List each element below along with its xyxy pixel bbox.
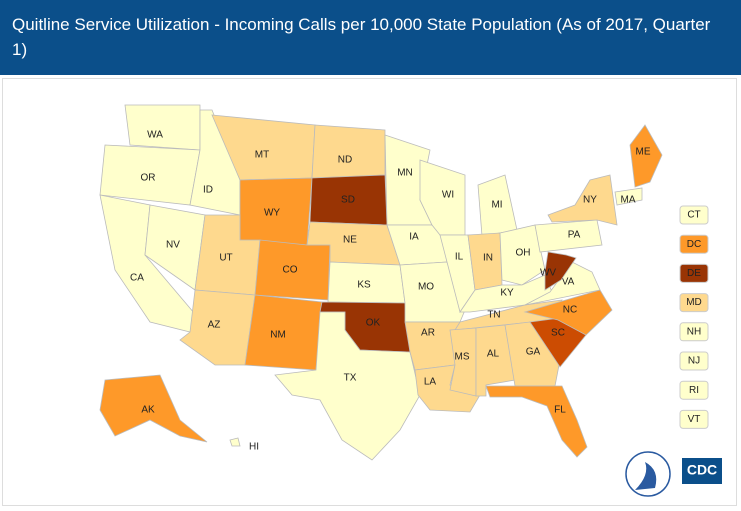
state-label: NE xyxy=(343,235,357,246)
state-label: KS xyxy=(357,280,371,291)
state-label: UT xyxy=(219,253,232,264)
state-label: AR xyxy=(421,328,435,339)
state-label: AL xyxy=(487,349,500,360)
small-state-label: MD xyxy=(686,297,702,308)
small-state-box xyxy=(679,234,709,254)
small-state-label: VT xyxy=(688,414,701,425)
state-label: TN xyxy=(487,310,500,321)
small-state-label: DE xyxy=(687,268,701,279)
state-label: WI xyxy=(442,190,454,201)
state-label: ND xyxy=(338,155,352,166)
state-label: VA xyxy=(562,277,575,288)
title: Quitline Service Utilization - Incoming … xyxy=(0,0,741,75)
state xyxy=(544,251,577,291)
state-label: KY xyxy=(500,288,514,299)
small-state-box xyxy=(679,351,709,371)
state-label: NV xyxy=(166,240,180,251)
state-label: WY xyxy=(264,208,280,219)
small-state-label: CT xyxy=(687,210,700,221)
small-state-box xyxy=(679,293,709,313)
state-label: NM xyxy=(270,330,286,341)
state-label: MS xyxy=(455,352,470,363)
state-label: TX xyxy=(344,373,357,384)
state xyxy=(547,174,618,226)
state xyxy=(504,321,561,387)
state xyxy=(534,219,603,253)
state-label: IL xyxy=(455,252,464,263)
state xyxy=(99,374,208,443)
small-state-label: NH xyxy=(687,326,701,337)
state-label: FL xyxy=(554,405,566,416)
state-label: MA xyxy=(621,195,636,206)
state-label: SD xyxy=(341,195,355,206)
state xyxy=(614,187,643,206)
state-label: WV xyxy=(540,268,556,279)
small-state-label: NJ xyxy=(688,356,700,367)
state xyxy=(524,261,601,306)
state-label: IN xyxy=(483,253,493,264)
state-label: MI xyxy=(491,200,502,211)
state-label: NY xyxy=(583,195,597,206)
state xyxy=(485,385,588,458)
state-label: PA xyxy=(568,230,581,241)
state xyxy=(523,289,613,336)
state-label: HI xyxy=(249,442,259,453)
small-state-box xyxy=(679,322,709,342)
state-label: MO xyxy=(418,282,434,293)
state xyxy=(629,124,663,188)
small-state-box xyxy=(679,263,709,283)
state-label: LA xyxy=(424,377,437,388)
state-label: IA xyxy=(409,232,419,243)
state xyxy=(274,311,421,461)
state xyxy=(229,437,241,447)
state-label: MT xyxy=(255,150,269,161)
state xyxy=(311,124,386,179)
state-label: WA xyxy=(147,130,163,141)
state-label: NC xyxy=(563,305,577,316)
small-state-label: DC xyxy=(687,239,701,250)
small-state-box xyxy=(679,205,709,225)
state-label: SC xyxy=(551,328,565,339)
hhs-logo-mark xyxy=(635,462,657,490)
state-label: CA xyxy=(130,273,144,284)
state-label: MN xyxy=(397,168,413,179)
cdc-logo xyxy=(682,458,722,484)
state xyxy=(254,239,331,301)
small-state-box xyxy=(679,409,709,429)
state-label: ID xyxy=(203,185,213,196)
state-label: OH xyxy=(516,248,531,259)
state-label: CO xyxy=(283,265,298,276)
map-frame xyxy=(2,78,737,506)
state-label: OR xyxy=(141,173,156,184)
state xyxy=(449,327,477,397)
state-label: ME xyxy=(636,147,651,158)
state-label: OK xyxy=(366,318,381,329)
small-state-box xyxy=(679,380,709,400)
state-label: AZ xyxy=(208,320,221,331)
small-state-label: RI xyxy=(689,385,699,396)
state xyxy=(499,224,546,286)
state xyxy=(124,104,201,151)
cdc-logo-text: CDC xyxy=(687,462,717,478)
state-label: GA xyxy=(526,347,541,358)
state-label: AK xyxy=(141,405,155,416)
